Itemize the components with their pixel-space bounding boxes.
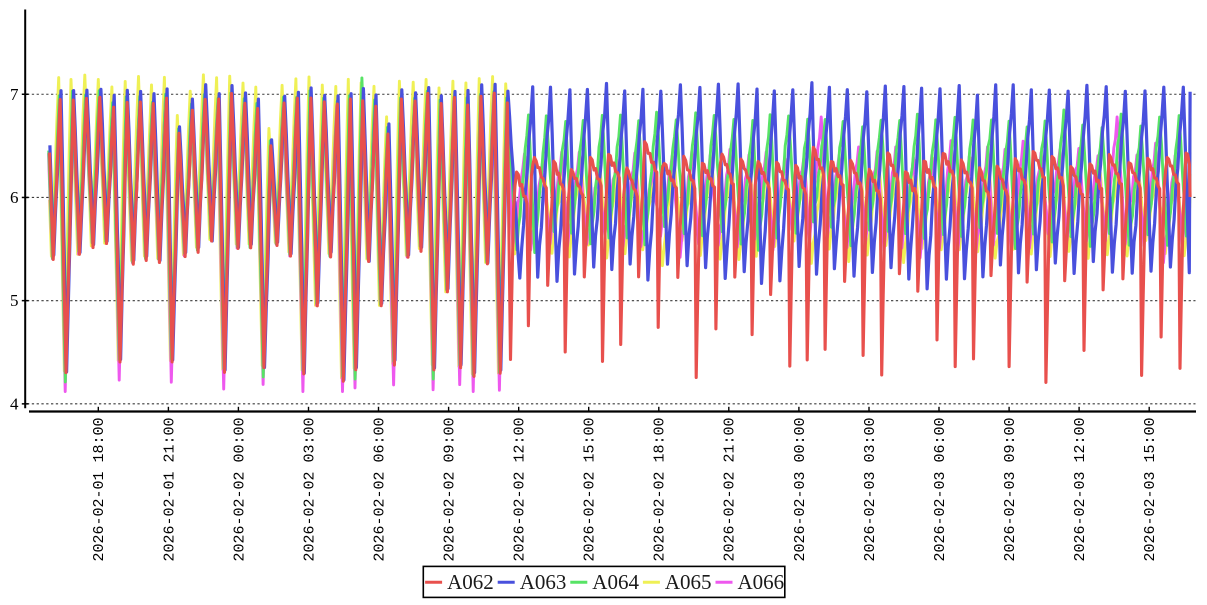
svg-text:5: 5 [10,291,19,310]
svg-text:A065: A065 [665,570,712,594]
svg-text:A066: A066 [738,570,785,594]
svg-text:2026-02-02 15:00: 2026-02-02 15:00 [582,418,599,562]
svg-text:A063: A063 [520,570,567,594]
svg-text:2026-02-01 21:00: 2026-02-01 21:00 [161,418,178,562]
svg-text:2026-02-02 18:00: 2026-02-02 18:00 [652,418,669,562]
svg-text:2026-02-03 15:00: 2026-02-03 15:00 [1142,418,1159,562]
svg-text:7: 7 [10,85,19,104]
svg-text:2026-02-03 03:00: 2026-02-03 03:00 [862,418,879,562]
svg-text:2026-02-02 09:00: 2026-02-02 09:00 [442,418,459,562]
svg-text:6: 6 [10,188,19,207]
svg-text:2026-02-02 00:00: 2026-02-02 00:00 [231,418,248,562]
svg-text:2026-02-02 06:00: 2026-02-02 06:00 [371,418,388,562]
svg-text:2026-02-01 18:00: 2026-02-01 18:00 [91,418,108,562]
svg-text:A064: A064 [592,570,639,594]
svg-text:2026-02-03 06:00: 2026-02-03 06:00 [932,418,949,562]
svg-text:2026-02-02 21:00: 2026-02-02 21:00 [722,418,739,562]
svg-text:A062: A062 [447,570,494,594]
svg-text:2026-02-03 12:00: 2026-02-03 12:00 [1072,418,1089,562]
svg-text:2026-02-02 03:00: 2026-02-02 03:00 [301,418,318,562]
svg-text:2026-02-03 00:00: 2026-02-03 00:00 [792,418,809,562]
svg-text:4: 4 [10,395,19,414]
svg-text:2026-02-02 12:00: 2026-02-02 12:00 [512,418,529,562]
svg-text:2026-02-03 09:00: 2026-02-03 09:00 [1002,418,1019,562]
